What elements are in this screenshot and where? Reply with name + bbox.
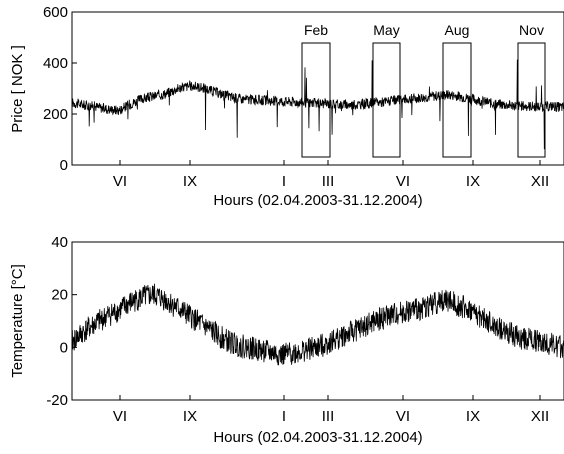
- highlight-window-label: May: [373, 22, 399, 38]
- highlight-window-label: Nov: [519, 22, 544, 38]
- x-tick-label: VI: [396, 408, 410, 425]
- x-tick-label: I: [282, 173, 286, 190]
- x-tick-label: IX: [466, 173, 480, 190]
- x-tick-label: IX: [183, 173, 197, 190]
- price-series: [71, 59, 564, 150]
- highlight-window-label: Feb: [304, 22, 328, 38]
- temperature-x-axis: VI IX I III VI IX XII: [113, 395, 549, 425]
- x-tick-label: IX: [183, 408, 197, 425]
- highlight-window-box: [301, 42, 331, 158]
- price-y-axis: 0 200 400 600: [43, 4, 77, 174]
- x-tick-label: I: [282, 408, 286, 425]
- x-tick-label: III: [322, 173, 335, 190]
- price-x-axis-label: Hours (02.04.2003-31.12.2004): [213, 192, 422, 209]
- price-x-axis: VI IX I III VI IX XII: [113, 160, 549, 190]
- temperature-x-axis-label: Hours (02.04.2003-31.12.2004): [213, 429, 422, 446]
- series-line: [71, 283, 564, 366]
- price-plot-frame: [71, 11, 564, 166]
- y-tick-label: -20: [46, 392, 68, 409]
- y-tick-label: 20: [51, 287, 68, 304]
- x-tick-label: XII: [531, 408, 549, 425]
- price-highlight-windows: Feb May Aug Nov: [301, 22, 546, 158]
- y-tick-label: 0: [60, 339, 68, 356]
- temperature-y-axis: -20 0 20 40: [46, 234, 77, 409]
- price-y-axis-label: Price [ NOK ]: [9, 45, 26, 133]
- y-tick-label: 200: [43, 106, 68, 123]
- y-tick-label: 400: [43, 55, 68, 72]
- highlight-window-box: [372, 42, 401, 158]
- x-tick-label: IX: [466, 408, 480, 425]
- x-tick-label: VI: [113, 173, 127, 190]
- temperature-y-axis-label: Temperature [°C]: [9, 264, 26, 378]
- highlight-window-box: [442, 42, 472, 158]
- highlight-window-box: [517, 42, 546, 158]
- y-tick-label: 600: [43, 4, 68, 21]
- series-line: [71, 59, 564, 150]
- x-tick-label: VI: [396, 173, 410, 190]
- y-tick-label: 0: [60, 157, 68, 174]
- y-tick-label: 40: [51, 234, 68, 251]
- x-tick-label: III: [322, 408, 335, 425]
- temperature-plot-frame: [71, 241, 564, 401]
- highlight-window-label: Aug: [445, 22, 470, 38]
- x-tick-label: XII: [531, 173, 549, 190]
- x-tick-label: VI: [113, 408, 127, 425]
- temperature-series: [71, 283, 564, 366]
